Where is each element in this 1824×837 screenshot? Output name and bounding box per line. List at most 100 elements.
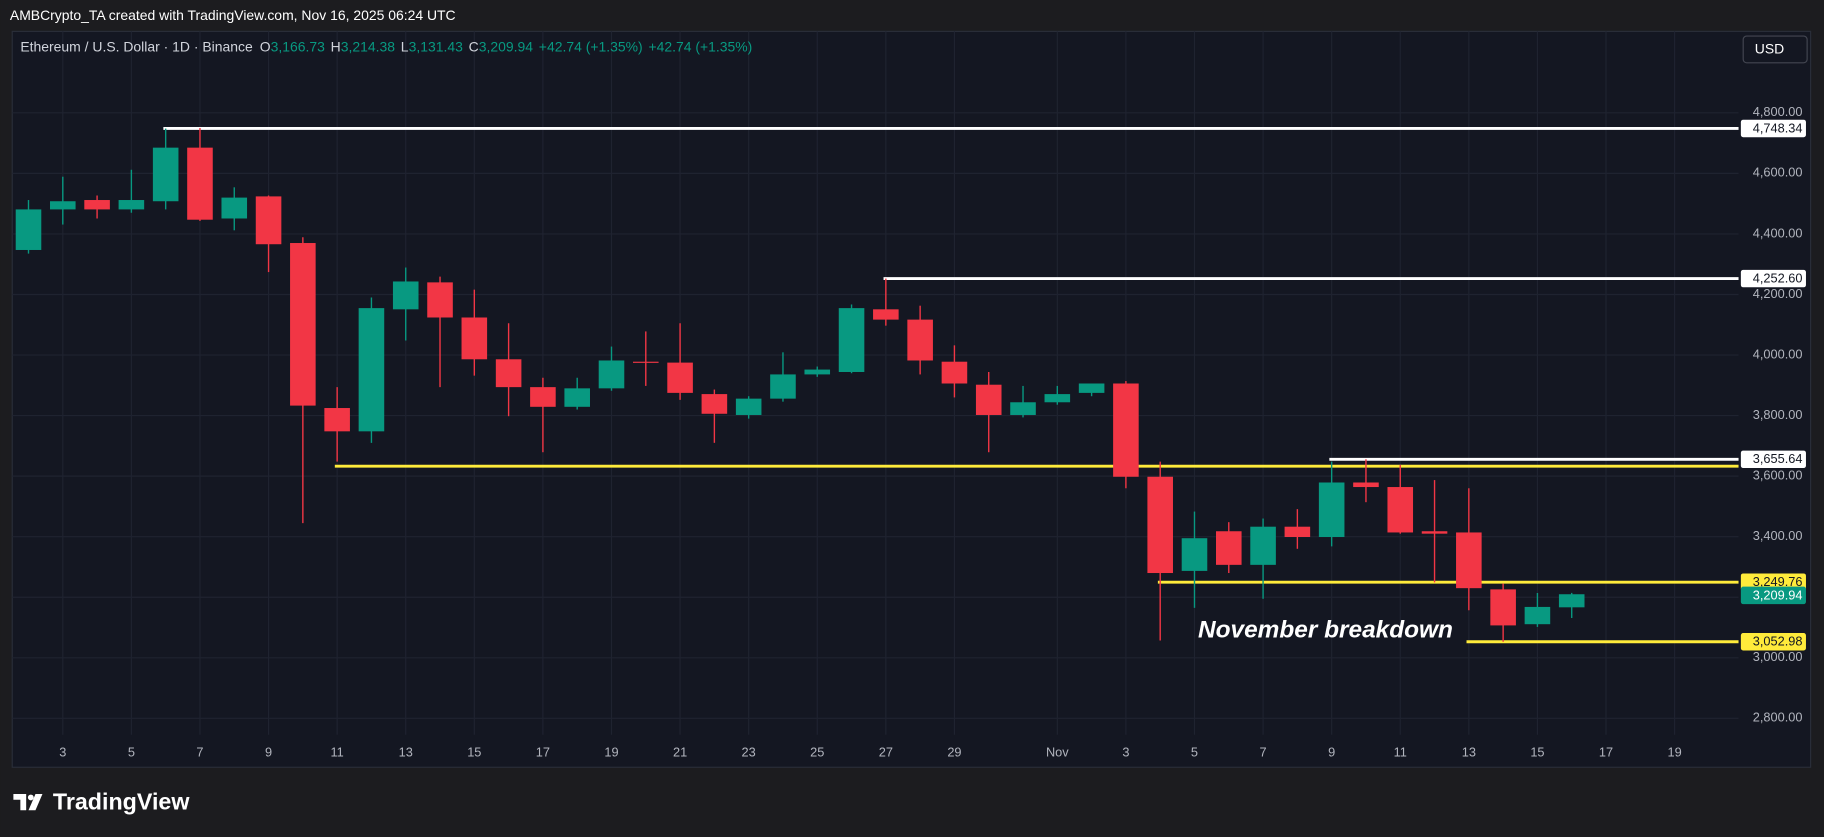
legend-key: O [260,38,271,54]
candle-body [1284,526,1311,537]
brand-logo [13,793,43,811]
currency-label[interactable]: USD [1755,41,1784,57]
y-tick-label: 3,000.00 [1753,649,1803,664]
x-tick-label: 13 [399,745,413,760]
x-tick-label: 15 [467,745,481,760]
x-tick-label: 7 [1260,745,1267,760]
x-tick-label: 9 [265,745,272,760]
legend-value: 3,166.73 [271,38,326,54]
candle-body [1010,402,1036,415]
x-tick-label: 5 [1191,745,1198,760]
candle-body [1250,526,1276,565]
candle-body [1387,487,1414,533]
candle-body [1558,594,1585,608]
level-label: 4,748.34 [1753,120,1803,135]
candle-body [804,369,831,375]
candle-body [84,200,110,210]
x-tick-label: 3 [59,745,66,760]
legend-value: 3,209.94 [479,38,534,54]
levels [163,127,1739,644]
candles [15,127,1585,642]
level-label: 3,655.64 [1753,451,1803,466]
currency-button[interactable] [1742,35,1808,64]
candle-body [358,308,385,432]
x-tick-label: 5 [128,745,135,760]
candle-body [427,282,453,318]
candle-body [392,281,419,310]
candle-body [152,147,179,202]
legend-key: L [401,38,409,54]
legend: Ethereum / U.S. Dollar · 1D · Binance O3,… [20,38,752,54]
legend-title: Ethereum / U.S. Dollar · 1D · Binance [20,38,253,54]
candle-body [1421,531,1448,534]
candle-body [975,384,1002,415]
x-tick-label: 17 [1599,745,1613,760]
candle-body [1318,482,1345,537]
candle-body [667,362,693,393]
candle-body [290,243,316,406]
brand: TradingView [53,788,190,814]
level-label-box [1740,119,1806,138]
y-tick-label: 2,800.00 [1753,710,1803,725]
y-tick-label: 3,400.00 [1753,528,1803,543]
candle-body [1181,538,1208,571]
x-tick-label: 3 [1122,745,1129,760]
x-tick-label: 17 [536,745,550,760]
y-tick-label: 4,800.00 [1753,104,1803,119]
candle-body [1353,482,1379,488]
x-tick-label: 25 [810,745,824,760]
candle-body [324,408,350,432]
level-label: 3,052.98 [1753,634,1803,649]
candle-body [530,387,556,407]
legend-key: C [469,38,479,54]
header: AMBCrypto_TA created with TradingView.co… [10,7,456,23]
level-label-box [1740,573,1806,591]
candle-body [907,319,933,361]
candle-body [495,359,522,388]
candle-body [255,196,282,245]
y-tick-label: 4,000.00 [1753,346,1803,361]
x-tick-label: 27 [879,745,893,760]
last-price-box [1740,586,1806,605]
legend-value: 3,214.38 [341,38,396,54]
y-tick-label: 3,600.00 [1753,468,1803,483]
x-tick-label: 11 [1394,745,1407,760]
x-tick-label: 29 [947,745,961,760]
level-label-box [1740,450,1806,469]
x-tick-label: 19 [1667,745,1681,760]
candle-body [873,309,899,320]
x-tick-label: 15 [1530,745,1544,760]
x-tick-label: 11 [331,745,344,760]
axes: 2,800.003,000.003,200.003,400.003,600.00… [59,104,1806,760]
candle-body [735,398,762,415]
candle-body [1078,383,1105,393]
candle-body [1044,394,1071,403]
level-label-box [1740,633,1806,651]
candle-body [838,308,865,372]
y-tick-label: 3,800.00 [1753,407,1803,422]
level-label: 3,249.76 [1753,574,1803,589]
candle-body [564,388,590,407]
legend-value: +42.74 (+1.35%) [539,38,643,54]
y-tick-label: 4,400.00 [1753,225,1803,240]
candle-body [598,360,625,389]
x-tick-label: 23 [742,745,756,760]
level-label: 4,252.60 [1753,271,1803,286]
level-label-box [1740,269,1806,288]
candle-body [701,394,728,414]
annotation: November breakdown [1198,617,1453,644]
candle-body [221,197,248,219]
x-tick-label: 19 [604,745,618,760]
x-tick-label: 13 [1462,745,1476,760]
y-tick-label: 4,600.00 [1753,165,1803,180]
candle-body [1215,531,1242,565]
candle-body [1147,476,1173,574]
candle-body [770,374,796,399]
candle-body [633,361,659,363]
last-price-label: 3,209.94 [1753,587,1803,602]
x-tick-label: 7 [196,745,203,760]
candle-body [461,317,488,360]
legend-value: +42.74 (+1.35%) [648,38,752,54]
